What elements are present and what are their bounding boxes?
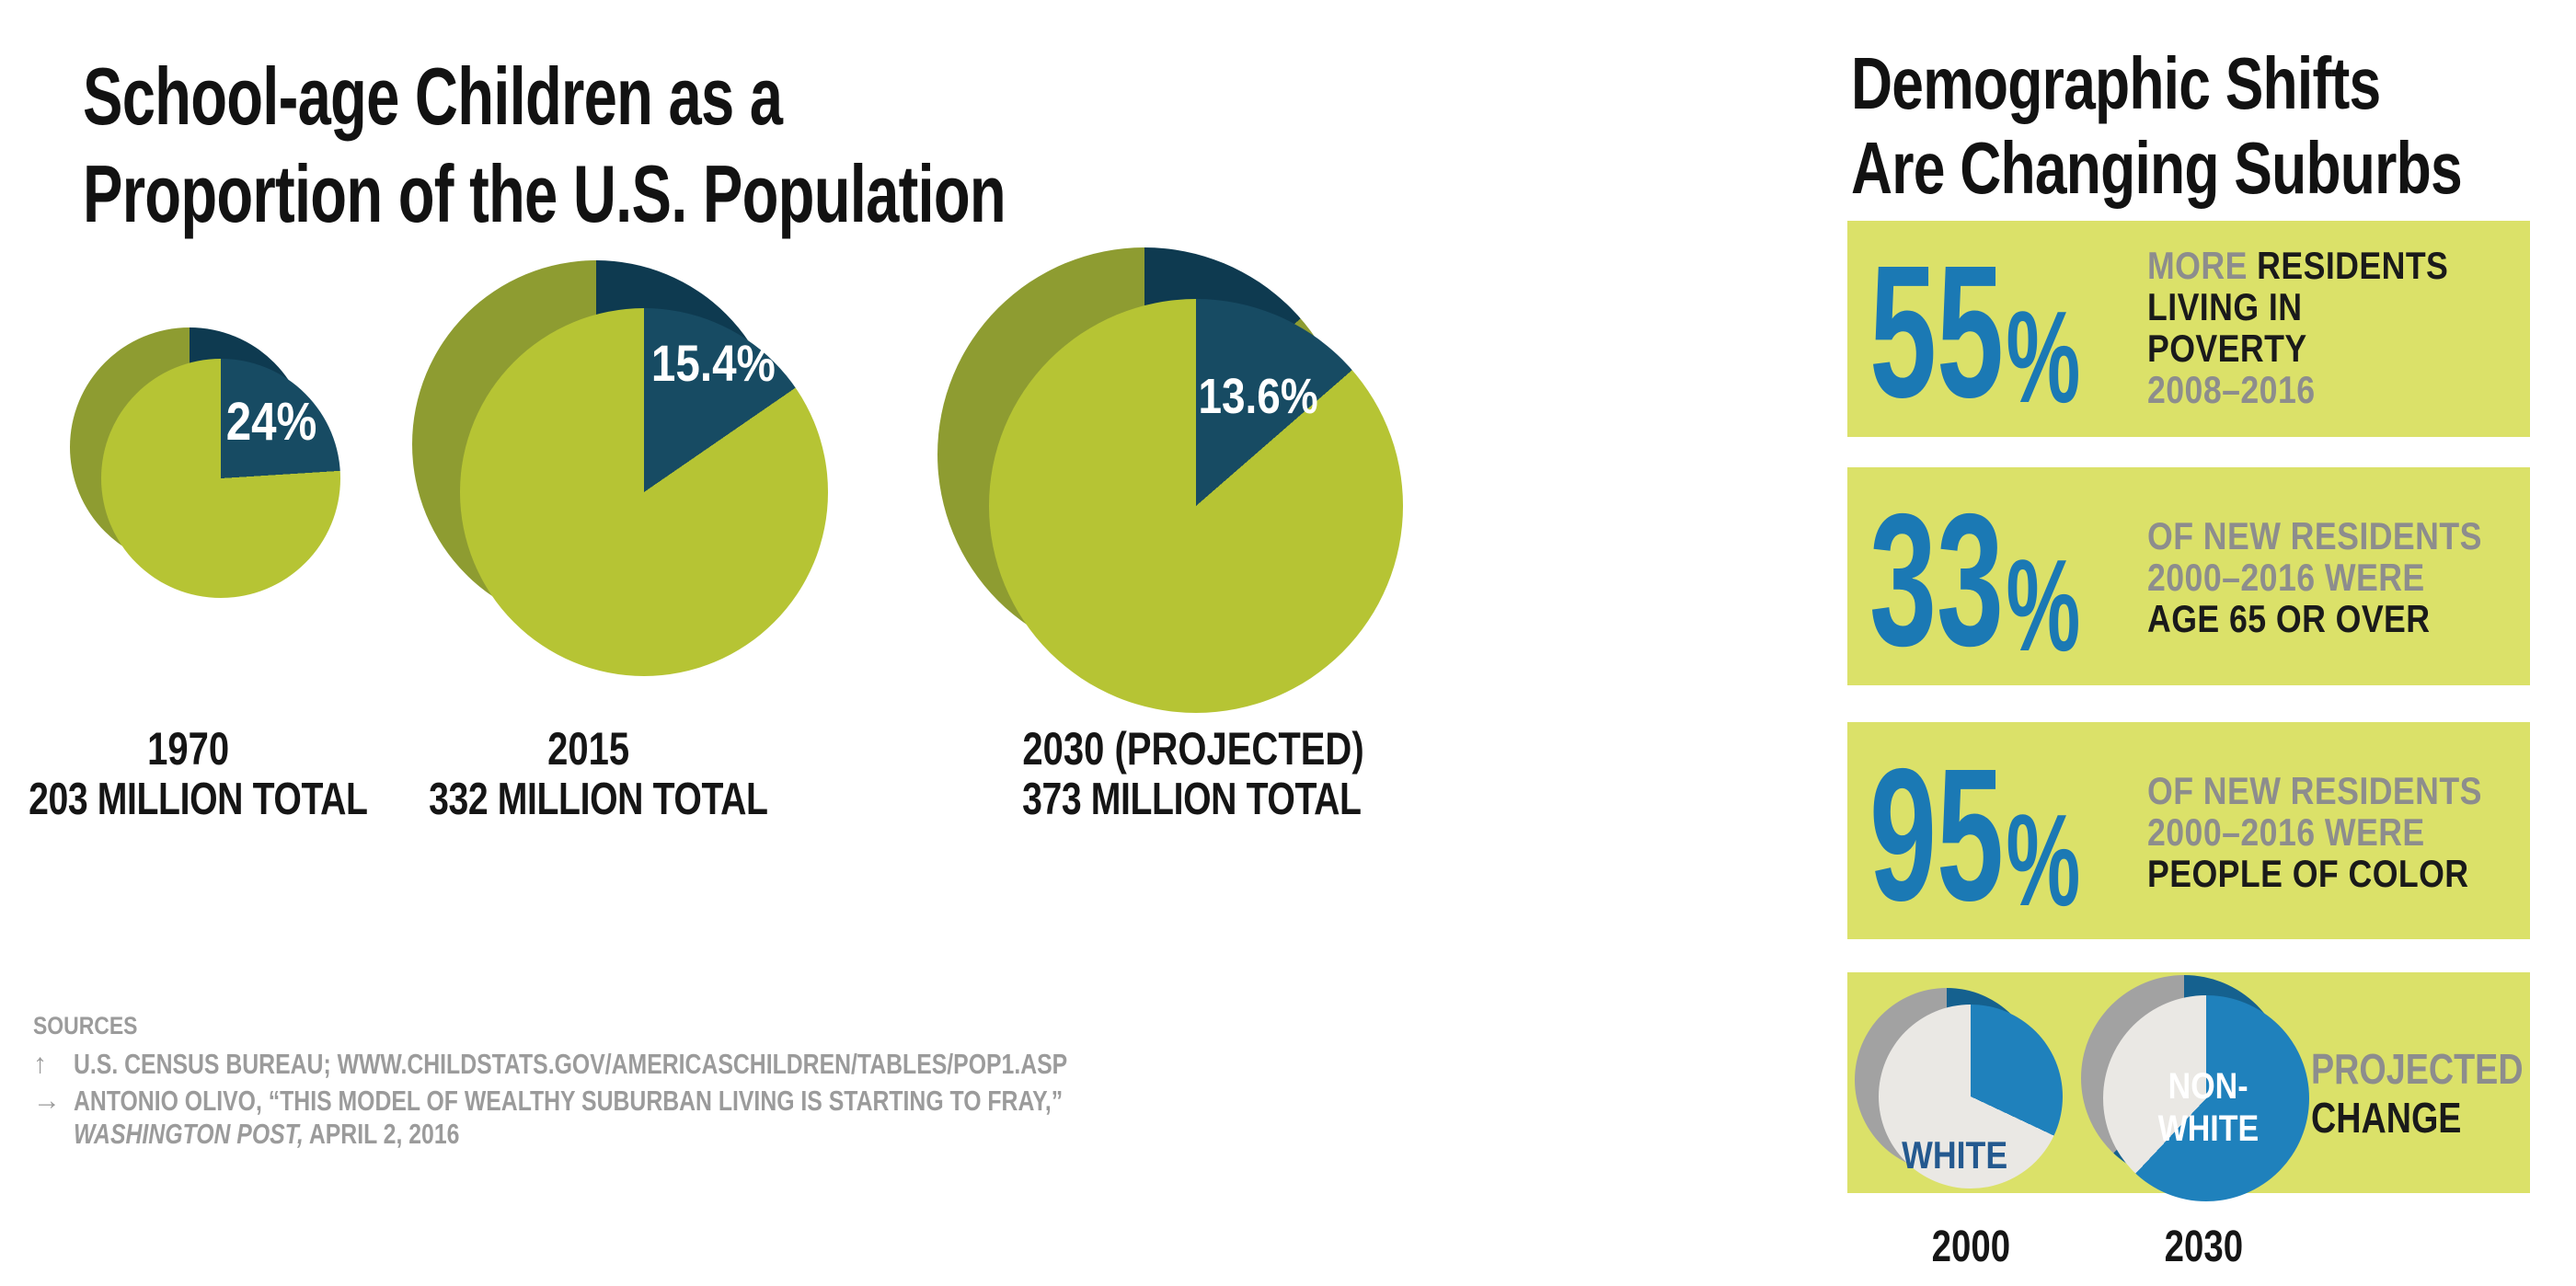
source-line-1: U.S. CENSUS BUREAU; WWW.CHILDSTATS.GOV/A…: [74, 1048, 1068, 1080]
stat-poverty-text: MORE RESIDENTS LIVING IN POVERTY 2008–20…: [2147, 244, 2449, 411]
pie-2030-year-label: 2030 (PROJECTED): [1022, 723, 1364, 775]
stat-poc-percent-sign: %: [2006, 787, 2081, 934]
sources-heading: SOURCES: [33, 1012, 138, 1039]
source-bullet-right-arrow-icon: →: [33, 1085, 61, 1116]
projected-change-caption: PROJECTED CHANGE: [2311, 1045, 2570, 1142]
pie-1970-total-label: 203 MILLION TOTAL: [29, 775, 368, 824]
source-line-2: ANTONIO OLIVO, “THIS MODEL OF WEALTHY SU…: [74, 1085, 1064, 1117]
pie-1970-year-label: 1970: [147, 723, 230, 775]
pie-2015-face: [460, 308, 828, 676]
right-panel-title: Demographic Shifts Are Changing Suburbs: [1851, 41, 2576, 211]
right-panel-title-line1: Demographic Shifts: [1851, 42, 2381, 124]
right-panel-title-line2: Are Changing Suburbs: [1851, 127, 2463, 209]
small-pie-year-2000: 2000: [1931, 1223, 2010, 1271]
pie-2030-nonwhite-label: NON- WHITE: [2157, 1066, 2259, 1149]
page-title-line2: Proportion of the U.S. Population: [83, 148, 1006, 239]
source-bullet-up-arrow-icon: ↑: [33, 1049, 47, 1079]
stat-poc-text: OF NEW RESIDENTS 2000–2016 WERE PEOPLE O…: [2147, 769, 2482, 895]
stat-age65-number: 33: [1869, 475, 2004, 685]
source-line-3-date: APRIL 2, 2016: [303, 1118, 460, 1150]
stat-age65-percent-sign: %: [2006, 533, 2081, 679]
caption-projected: PROJECTED: [2311, 1045, 2524, 1093]
stat-box-poverty: 55% MORE RESIDENTS LIVING IN POVERTY 200…: [1847, 221, 2530, 437]
stat-poverty-value: 55%: [1869, 237, 2199, 426]
stat-poverty-number: 55: [1869, 226, 2004, 437]
pie-chart-1970: [70, 327, 340, 598]
pie-chart-2030: [937, 247, 1403, 713]
stat-age65-value: 33%: [1869, 486, 2199, 674]
source-line-3-publication: WASHINGTON POST,: [74, 1118, 304, 1150]
pie-chart-white-2000: [1855, 988, 2063, 1196]
stat-poverty-percent-sign: %: [2006, 284, 2081, 431]
pie-2030-slice-label: 13.6%: [1198, 369, 1319, 424]
page-title-line1: School-age Children as a: [83, 51, 783, 142]
stat-age65-text: OF NEW RESIDENTS 2000–2016 WERE AGE 65 O…: [2147, 514, 2482, 640]
pie-2015-slice-label: 15.4%: [650, 334, 776, 392]
pie-2030-face: [989, 299, 1403, 713]
pie-chart-2015: [412, 260, 828, 676]
stat-poc-value: 95%: [1869, 741, 2199, 929]
stat-box-people-of-color: 95% OF NEW RESIDENTS 2000–2016 WERE PEOP…: [1847, 722, 2530, 939]
source-line-3: WASHINGTON POST, APRIL 2, 2016: [74, 1119, 556, 1150]
pie-2030-total-label: 373 MILLION TOTAL: [1022, 775, 1362, 824]
pie-1970-face: [101, 359, 340, 598]
pie-2000-white-label: WHITE: [1902, 1133, 2008, 1177]
pie-2000-face: [1879, 1005, 2063, 1188]
pie-1970-slice-label: 24%: [225, 392, 317, 452]
stat-poc-number: 95: [1869, 729, 2004, 940]
small-pie-year-2030: 2030: [2164, 1223, 2243, 1271]
pie-2015-total-label: 332 MILLION TOTAL: [429, 775, 768, 824]
page-title: School-age Children as a Proportion of t…: [83, 48, 1329, 243]
pie-chart-nonwhite-2030: [2081, 975, 2309, 1203]
pie-2030-small-face: [2103, 995, 2309, 1201]
caption-change: CHANGE: [2311, 1094, 2462, 1142]
stat-box-age65: 33% OF NEW RESIDENTS 2000–2016 WERE AGE …: [1847, 467, 2530, 685]
pie-2015-year-label: 2015: [547, 723, 630, 775]
